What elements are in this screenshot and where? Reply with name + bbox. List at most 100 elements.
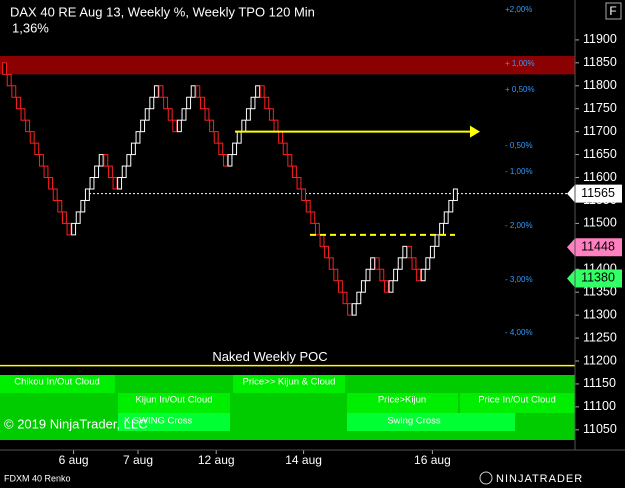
renko-brick — [57, 199, 63, 213]
signal-box — [460, 393, 575, 413]
renko-brick — [52, 188, 58, 201]
y-tick-label: 11650 — [583, 147, 617, 161]
renko-brick — [6, 73, 12, 87]
renko-brick — [420, 268, 426, 282]
renko-brick — [282, 142, 288, 156]
price-tag — [567, 269, 622, 288]
renko-brick — [291, 165, 297, 179]
renko-brick — [195, 85, 201, 98]
renko-brick — [250, 96, 256, 110]
renko-brick — [227, 154, 233, 167]
instrument: FDXM 40 Renko — [4, 473, 71, 483]
y-tick-label: 11250 — [583, 330, 617, 344]
renko-brick — [66, 222, 72, 236]
renko-brick — [38, 154, 44, 167]
percent-level: + 0,50% — [505, 85, 535, 94]
renko-brick — [347, 303, 353, 316]
renko-brick — [48, 177, 54, 190]
logo-icon — [479, 471, 493, 485]
x-tick-label: 12 aug — [198, 453, 235, 467]
x-tick-label: 14 aug — [285, 453, 322, 467]
renko-brick — [190, 85, 196, 98]
renko-brick — [204, 108, 210, 121]
renko-brick — [43, 165, 49, 179]
renko-brick — [328, 257, 334, 270]
renko-brick — [98, 154, 104, 167]
renko-brick — [153, 85, 159, 98]
y-tick-label: 11050 — [583, 422, 617, 436]
renko-brick — [365, 268, 371, 282]
signal-label: Kijun In/Out Cloud — [135, 395, 212, 406]
signal-box — [347, 413, 515, 431]
renko-brick — [402, 245, 408, 259]
renko-brick — [397, 257, 403, 270]
panel-button-label[interactable]: F — [609, 4, 616, 18]
renko-brick — [181, 108, 187, 121]
copyright: © 2019 NinjaTrader, LLC — [4, 416, 148, 431]
renko-brick — [232, 142, 238, 156]
y-tick-label: 11850 — [583, 55, 617, 69]
renko-brick — [255, 85, 261, 98]
renko-brick — [337, 280, 343, 293]
renko-brick — [268, 108, 274, 121]
renko-brick — [144, 108, 150, 121]
renko-brick — [11, 85, 17, 98]
renko-brick — [209, 119, 215, 133]
renko-brick — [107, 165, 113, 179]
renko-brick — [135, 131, 141, 144]
renko-brick — [176, 119, 182, 133]
renko-brick — [370, 257, 376, 270]
signal-label: Price In/Out Cloud — [478, 395, 556, 406]
renko-brick — [429, 245, 435, 259]
over-layer: 1105011100111501120011250113001135011400… — [0, 32, 622, 467]
signal-label: Chikou In/Out Cloud — [14, 377, 100, 388]
renko-brick — [383, 280, 389, 293]
range-band — [0, 55, 575, 75]
signal-box — [347, 393, 458, 413]
y-tick-label: 11700 — [583, 124, 617, 138]
renko-brick — [324, 245, 330, 259]
renko-brick — [20, 108, 26, 121]
renko-brick — [356, 291, 362, 305]
percent-level: - 3,00% — [505, 275, 533, 284]
renko-brick — [425, 257, 431, 270]
level-arrow — [470, 125, 480, 138]
renko-brick — [112, 177, 118, 190]
renko-brick — [379, 268, 385, 282]
y-tick-label: 11600 — [583, 170, 617, 184]
renko-brick — [439, 222, 445, 236]
renko-brick — [186, 96, 192, 110]
percent-level: - 0,50% — [505, 141, 533, 150]
price-tag-label: 11380 — [581, 271, 615, 285]
renko-brick — [310, 211, 316, 224]
signal-box — [0, 375, 115, 393]
y-tick-label: 11350 — [583, 284, 617, 298]
renko-brick — [172, 119, 178, 133]
renko-brick — [448, 199, 454, 213]
renko-brick — [374, 257, 380, 270]
price-tag — [567, 184, 622, 203]
y-tick-label: 11200 — [583, 353, 617, 367]
renko-brick — [236, 131, 242, 144]
renko-brick — [103, 154, 109, 167]
renko-brick — [75, 211, 81, 224]
renko-brick — [130, 142, 136, 156]
renko-brick — [273, 119, 279, 133]
price-tag-label: 11565 — [581, 186, 615, 200]
percent-level: - 1,00% — [505, 167, 533, 176]
chart-title: DAX 40 RE Aug 13, Weekly %, Weekly TPO 1… — [10, 4, 315, 19]
renko-brick — [351, 303, 357, 316]
y-tick-label: 11750 — [583, 101, 617, 115]
renko-brick — [167, 108, 173, 121]
renko-brick — [301, 188, 307, 201]
y-tick-label: 11500 — [583, 216, 617, 230]
renko-brick — [158, 85, 164, 98]
x-tick-label: 6 aug — [59, 453, 89, 467]
renko-brick — [213, 131, 219, 144]
panel-button[interactable] — [605, 2, 622, 20]
renko-brick — [333, 268, 339, 282]
renko-brick — [388, 280, 394, 293]
renko-brick — [80, 199, 86, 213]
renko-brick — [434, 234, 440, 247]
